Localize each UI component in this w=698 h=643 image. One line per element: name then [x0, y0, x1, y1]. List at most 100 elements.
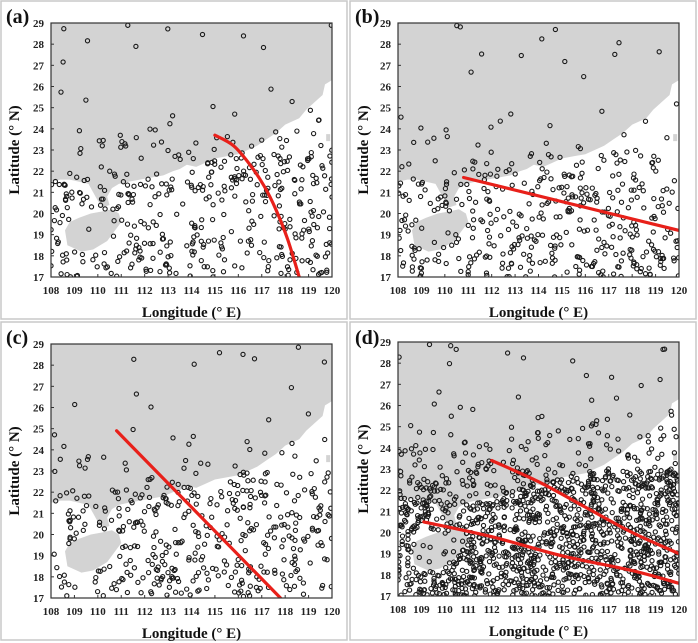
data-point [674, 492, 679, 498]
data-point [471, 507, 477, 513]
data-point [232, 569, 239, 575]
data-point [70, 488, 76, 494]
data-point [557, 506, 563, 512]
data-point [399, 541, 405, 548]
data-point [464, 181, 470, 188]
data-point [668, 569, 674, 575]
data-point [305, 533, 311, 540]
data-point [585, 441, 592, 447]
data-point [526, 201, 532, 207]
data-point [200, 565, 207, 571]
data-point [416, 589, 422, 595]
data-point [554, 521, 560, 527]
data-point [586, 569, 592, 575]
x-tick-label: 120 [324, 606, 341, 618]
data-point [473, 557, 480, 563]
data-point [549, 260, 555, 266]
x-tick-label: 111 [461, 285, 476, 297]
data-point [279, 544, 285, 550]
data-point [670, 497, 676, 503]
data-point [610, 234, 616, 240]
data-point [482, 513, 489, 520]
data-point [566, 575, 572, 581]
data-point [432, 158, 438, 164]
data-point [289, 510, 295, 516]
data-point [404, 504, 410, 511]
data-point [658, 468, 664, 474]
data-point [657, 523, 664, 530]
data-point [630, 536, 637, 542]
data-point [305, 257, 311, 264]
data-point [549, 255, 556, 261]
data-point [287, 257, 293, 263]
data-point [280, 537, 287, 543]
data-point [259, 137, 265, 143]
data-point [219, 494, 225, 500]
x-tick-label: 111 [114, 606, 129, 618]
data-point [325, 250, 331, 256]
data-point [220, 269, 227, 275]
data-point [578, 481, 585, 487]
trend-a-line [213, 133, 301, 277]
land-hainan-island [412, 209, 469, 252]
y-tick-label: 21 [380, 506, 391, 518]
data-point [176, 499, 182, 505]
data-point [620, 529, 626, 535]
data-point [292, 537, 298, 544]
data-point [625, 205, 632, 211]
data-point [599, 244, 605, 251]
data-point [647, 566, 653, 573]
data-point [193, 573, 199, 580]
data-point [664, 489, 671, 495]
data-point [323, 241, 329, 248]
data-point [308, 243, 314, 249]
x-tick-label: 116 [577, 285, 593, 297]
data-point [57, 493, 63, 499]
data-point [398, 546, 402, 552]
data-point [666, 538, 673, 544]
data-point [564, 587, 571, 593]
y-tick-label: 17 [380, 272, 392, 284]
data-point [666, 200, 672, 206]
y-tick-label: 26 [380, 401, 392, 413]
data-point [463, 502, 470, 508]
data-point [444, 133, 450, 140]
data-point [93, 503, 99, 510]
data-point [634, 194, 640, 200]
data-point [436, 389, 442, 395]
data-point [579, 563, 586, 569]
data-point [557, 560, 563, 567]
data-point [638, 501, 644, 507]
data-point [452, 583, 459, 589]
x-tick-label: 117 [254, 606, 270, 618]
y-tick-label: 18 [33, 572, 45, 584]
data-point [609, 483, 615, 490]
data-point [563, 229, 569, 236]
data-point [520, 497, 526, 504]
scatter-points [398, 342, 679, 596]
data-point [309, 491, 315, 497]
data-point [567, 436, 573, 443]
data-point [565, 195, 571, 201]
data-point [627, 231, 633, 237]
data-point [208, 182, 214, 188]
data-point [581, 228, 587, 234]
data-point [507, 208, 513, 215]
data-point [622, 228, 628, 234]
data-point [201, 541, 208, 547]
data-point [443, 179, 450, 185]
data-point [401, 495, 408, 502]
data-point [450, 587, 456, 593]
data-point [657, 262, 663, 268]
data-point [193, 501, 199, 507]
data-point [416, 457, 422, 463]
data-point [588, 456, 594, 462]
data-point [405, 228, 411, 234]
data-point [302, 538, 308, 544]
data-point [594, 195, 600, 201]
data-point [254, 182, 260, 188]
data-point [626, 485, 632, 491]
data-point [565, 560, 571, 566]
data-point [593, 227, 599, 233]
data-point [160, 495, 166, 501]
